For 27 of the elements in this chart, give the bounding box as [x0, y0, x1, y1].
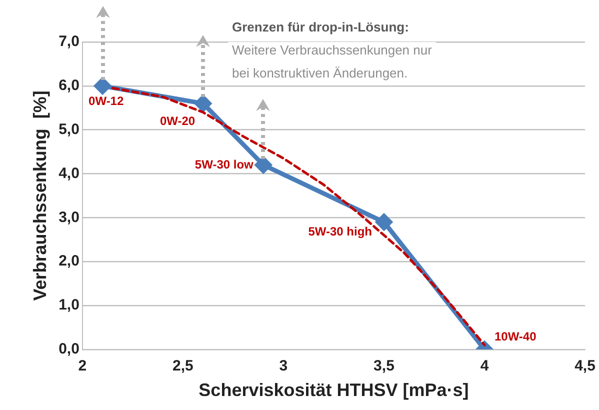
point	[255, 156, 272, 174]
y-tick-label: 6,0	[58, 77, 80, 94]
y-tick-label: 7,0	[58, 33, 80, 50]
x-tick-label: 3,5	[374, 358, 394, 375]
text: Grenzen für drop-in-Lösung:	[232, 20, 409, 35]
annotation: 10W-40	[494, 330, 537, 344]
annotation: 5W-30 low	[194, 157, 254, 172]
point	[94, 78, 111, 94]
x-axis-title: Scherviskosität HTHSV [mPa·s]	[198, 380, 469, 400]
annotation: Weitere Verbrauchssenkungen nur	[232, 42, 433, 58]
x-tick-label: 3	[279, 358, 288, 375]
annotation: 0W-20	[160, 114, 196, 128]
y-tick-label: 2,0	[58, 252, 80, 270]
x-tick-label: 2,5	[172, 358, 194, 375]
x-tick-label: 4	[480, 358, 490, 375]
y-tick-label: 5,0	[58, 120, 80, 138]
annotation: 5W-30 high	[308, 224, 372, 238]
y-tick-label: 0,0	[58, 340, 80, 358]
x-tick-label: 4,5	[574, 358, 596, 375]
point	[194, 95, 212, 112]
y-tick-label: 1,0	[58, 296, 80, 314]
x-tick-label: 2	[78, 358, 87, 375]
annotation: bei konstruktiven Änderungen.	[232, 66, 408, 81]
annotation: 0W-12	[88, 94, 124, 108]
y-tick-label: 3,0	[58, 208, 80, 226]
y-axis-title: Verbrauchssenkung [%]	[30, 90, 50, 301]
y-tick-label: 4,0	[58, 164, 80, 182]
